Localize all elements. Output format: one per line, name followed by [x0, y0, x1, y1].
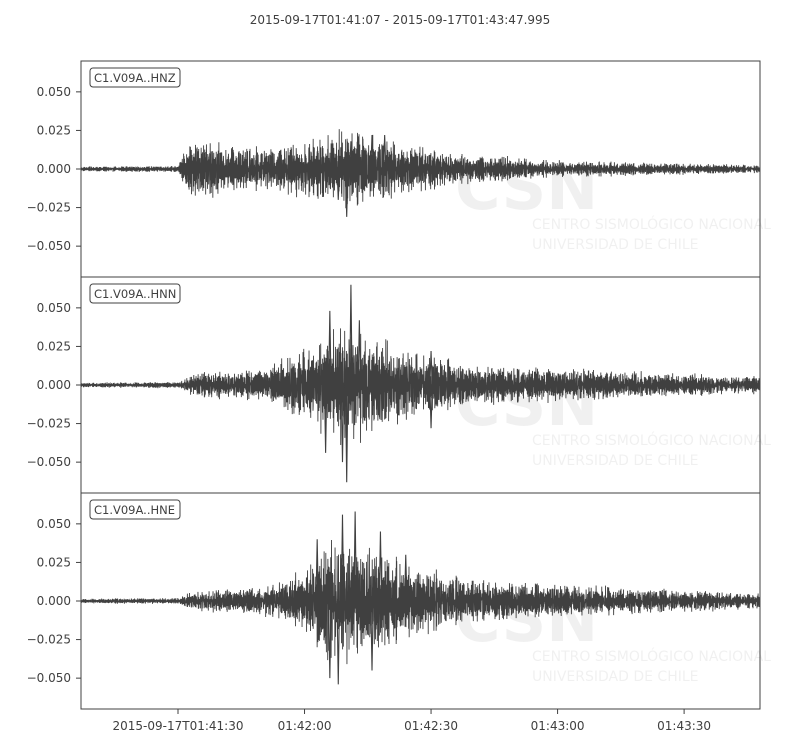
trace-label-box	[89, 499, 181, 520]
watermark-line: CENTRO SISMOLÓGICO NACIONAL	[532, 647, 771, 665]
y-tick-label: −0.025	[27, 633, 71, 647]
y-tick-label: 0.000	[37, 378, 71, 392]
waveform-peak	[429, 351, 433, 386]
waveform-peak	[349, 141, 353, 170]
waveform-peak	[382, 135, 387, 170]
trace-label: C1.V09A..HNN	[94, 287, 176, 301]
y-tick-label: −0.050	[27, 239, 71, 253]
waveform-peak	[349, 284, 353, 386]
watermark-line: CENTRO SISMOLÓGICO NACIONAL	[532, 215, 771, 233]
waveform-trace	[80, 328, 761, 445]
y-tick-label: 0.000	[37, 594, 71, 608]
x-tick-label: 01:43:30	[657, 719, 711, 733]
y-tick-label: 0.050	[37, 301, 71, 315]
waveform-peak	[340, 384, 345, 463]
waveform-peak	[336, 600, 341, 685]
chart-title: 2015-09-17T01:41:07 - 2015-09-17T01:43:4…	[250, 13, 551, 27]
y-tick-label: −0.050	[27, 671, 71, 685]
watermark-line: UNIVERSIDAD DE CHILE	[532, 453, 699, 469]
y-tick-label: 0.025	[37, 123, 71, 137]
trace-label-box	[89, 67, 181, 88]
waveform-peak	[378, 531, 383, 602]
watermark-line: UNIVERSIDAD DE CHILE	[532, 237, 699, 253]
x-tick-label: 01:43:00	[531, 719, 585, 733]
y-tick-label: −0.025	[27, 417, 71, 431]
trace-label: C1.V09A..HNZ	[94, 71, 176, 85]
x-tick-label: 01:42:30	[404, 719, 458, 733]
waveform-peak	[336, 168, 341, 200]
trace-label: C1.V09A..HNE	[94, 503, 175, 517]
trace-label-box	[89, 283, 181, 304]
waveform-trace	[80, 539, 761, 665]
waveform-peak	[370, 600, 374, 671]
waveform-peak	[357, 320, 362, 386]
x-tick-label: 2015-09-17T01:41:30	[113, 719, 244, 733]
waveform-peak	[315, 539, 319, 602]
waveform-peak	[328, 600, 332, 679]
waveform-trace	[80, 129, 761, 209]
waveform-peak	[370, 135, 374, 170]
y-tick-label: 0.025	[37, 555, 71, 569]
y-tick-label: 0.025	[37, 339, 71, 353]
waveform-peak	[344, 168, 349, 217]
watermark-line: CENTRO SISMOLÓGICO NACIONAL	[532, 431, 771, 449]
y-tick-label: 0.050	[37, 517, 71, 531]
waveform-peak	[328, 310, 332, 386]
y-tick-label: −0.025	[27, 201, 71, 215]
waveform-peak	[403, 554, 408, 602]
watermark-line: UNIVERSIDAD DE CHILE	[532, 669, 699, 685]
waveform-peak	[353, 511, 357, 602]
y-tick-label: 0.000	[37, 162, 71, 176]
waveform-peak	[323, 384, 328, 453]
waveform-peak	[344, 384, 349, 483]
waveform-peak	[340, 514, 345, 602]
y-tick-label: 0.050	[37, 85, 71, 99]
y-tick-label: −0.050	[27, 455, 71, 469]
waveform-peak	[429, 384, 433, 429]
x-tick-label: 01:42:00	[278, 719, 332, 733]
time-axis: 2015-09-17T01:41:30 01:42:00 01:42:30 01:43…	[113, 709, 711, 733]
